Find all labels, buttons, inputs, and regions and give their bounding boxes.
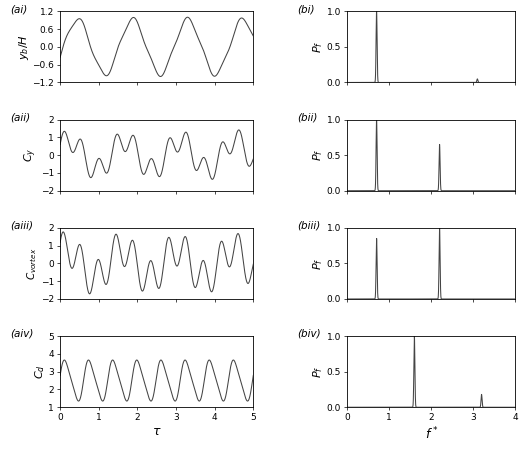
Text: (ai): (ai)	[10, 4, 27, 14]
Text: (aii): (aii)	[10, 112, 30, 122]
Y-axis label: $P_f$: $P_f$	[311, 365, 325, 378]
Y-axis label: $P_f$: $P_f$	[311, 257, 325, 270]
Text: (biv): (biv)	[297, 329, 321, 339]
Text: (bii): (bii)	[297, 112, 317, 122]
Y-axis label: $P_f$: $P_f$	[311, 149, 325, 162]
Text: (bi): (bi)	[297, 4, 314, 14]
Y-axis label: $C_{vortex}$: $C_{vortex}$	[26, 247, 39, 280]
Text: (aiii): (aiii)	[10, 220, 33, 231]
X-axis label: $\tau$: $\tau$	[152, 425, 162, 438]
Y-axis label: $y_b/H$: $y_b/H$	[17, 34, 31, 60]
Text: (biii): (biii)	[297, 220, 320, 231]
X-axis label: $f^*$: $f^*$	[425, 425, 438, 442]
Y-axis label: $P_f$: $P_f$	[311, 40, 325, 53]
Text: (aiv): (aiv)	[10, 329, 33, 339]
Y-axis label: $C_d$: $C_d$	[33, 364, 47, 379]
Y-axis label: $C_y$: $C_y$	[23, 148, 39, 162]
